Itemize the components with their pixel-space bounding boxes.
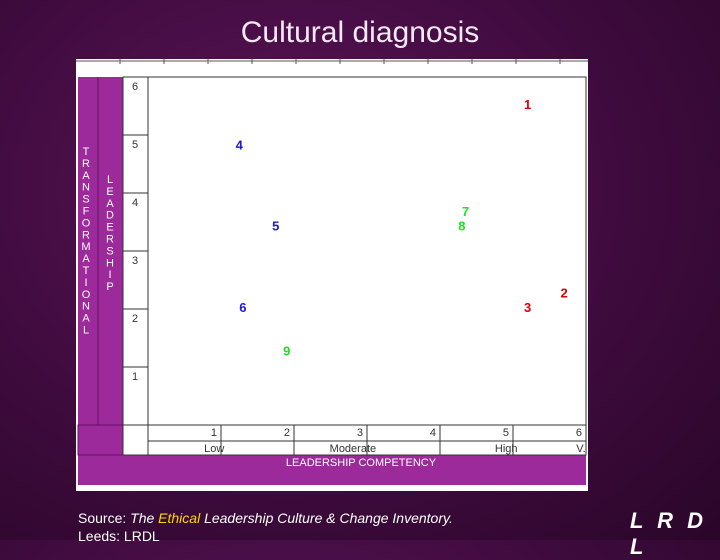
y-axis-label-outer-letter: A	[82, 253, 90, 265]
x-category-label: V. High	[576, 443, 588, 455]
y-axis-label-outer-letter: T	[83, 265, 90, 277]
source-prefix: Source:	[78, 510, 131, 526]
y-tick-label: 1	[132, 371, 138, 383]
data-point: 3	[524, 300, 531, 315]
y-axis-label-outer-letter: O	[82, 289, 91, 301]
y-axis-label-outer-letter: O	[82, 217, 91, 229]
data-point: 6	[239, 300, 246, 315]
y-axis-label-outer-letter: L	[83, 325, 89, 337]
source-line: Source: The Ethical Leadership Culture &…	[78, 510, 453, 526]
x-category-label: High	[495, 443, 518, 455]
y-axis-label-inner-letter: D	[106, 210, 114, 222]
y-axis-label-inner-letter: A	[106, 198, 114, 210]
y-axis-label-inner-letter: R	[106, 234, 114, 246]
corner-box-white	[122, 424, 149, 456]
y-axis-label-inner-letter: S	[106, 245, 113, 257]
y-tick-label: 6	[132, 81, 138, 93]
y-axis-label-outer-letter: A	[82, 170, 90, 182]
lrdl-logo: L R D L	[630, 508, 708, 559]
data-point: 8	[458, 219, 465, 234]
y-axis-label-inner-letter: L	[107, 174, 113, 186]
source-title-part1: The	[130, 510, 159, 526]
y-axis-label-outer-letter: S	[82, 194, 89, 206]
y-axis-label-inner-letter: H	[106, 257, 114, 269]
slide-title: Cultural diagnosis	[240, 16, 480, 49]
x-ticks: 1 2 3 4 5 6	[211, 425, 587, 455]
y-tick-label: 5	[132, 139, 138, 151]
data-point: 1	[524, 97, 531, 112]
y-axis-label-inner-letter: E	[106, 222, 113, 234]
x-category-label: Low	[204, 443, 224, 455]
y-axis-label-outer-letter: I	[84, 277, 87, 289]
data-point: 4	[236, 138, 244, 153]
source-title-highlight: Ethical	[158, 510, 201, 526]
x-tick-label: 4	[430, 427, 436, 439]
y-ticks: 1 2 3 4 5 6	[123, 76, 148, 383]
y-tick-label: 2	[132, 313, 138, 325]
top-ruler-ticks	[119, 59, 561, 64]
y-axis-label-outer-letter: M	[81, 241, 90, 253]
data-points: 1 2 3 4 5 6 78 9	[236, 97, 568, 358]
y-tick-label: 4	[132, 197, 138, 209]
y-tick-label: 3	[132, 255, 138, 267]
x-tick-label: 2	[284, 427, 290, 439]
x-tick-label: 6	[576, 427, 582, 439]
x-tick-label: 1	[211, 427, 217, 439]
y-axis-label-outer-letter: F	[83, 206, 90, 218]
x-category-label: Moderate	[330, 443, 376, 455]
plot-area	[147, 76, 587, 426]
x-tick-label: 5	[503, 427, 509, 439]
data-point: 2	[560, 285, 567, 300]
x-axis-title: LEADERSHIP COMPETENCY	[286, 457, 437, 469]
x-category-labels: Low Moderate High V. High	[204, 443, 588, 455]
y-axis-label-outer-letter: N	[82, 301, 90, 313]
data-point: 9	[283, 343, 290, 358]
side-panel	[78, 77, 123, 453]
y-axis-label-inner-letter: I	[108, 269, 111, 281]
source-title-part2: Leadership Culture & Change Inventory.	[200, 510, 453, 526]
y-axis-label-inner: LEADERSHIP	[106, 174, 114, 293]
y-axis-label-outer-letter: A	[82, 313, 90, 325]
x-tick-label: 3	[357, 427, 363, 439]
y-axis-label-outer-letter: T	[83, 146, 90, 158]
data-point: 5	[272, 219, 279, 234]
y-axis-label-inner-letter: P	[106, 281, 113, 293]
source-line-2: Leeds: LRDL	[78, 528, 160, 544]
y-axis-label-inner-letter: E	[106, 186, 113, 198]
y-axis-label-outer-letter: R	[82, 158, 90, 170]
y-axis-label-outer-letter: N	[82, 182, 90, 194]
data-point: 7	[462, 204, 469, 219]
y-axis-label-outer-letter: R	[82, 229, 90, 241]
